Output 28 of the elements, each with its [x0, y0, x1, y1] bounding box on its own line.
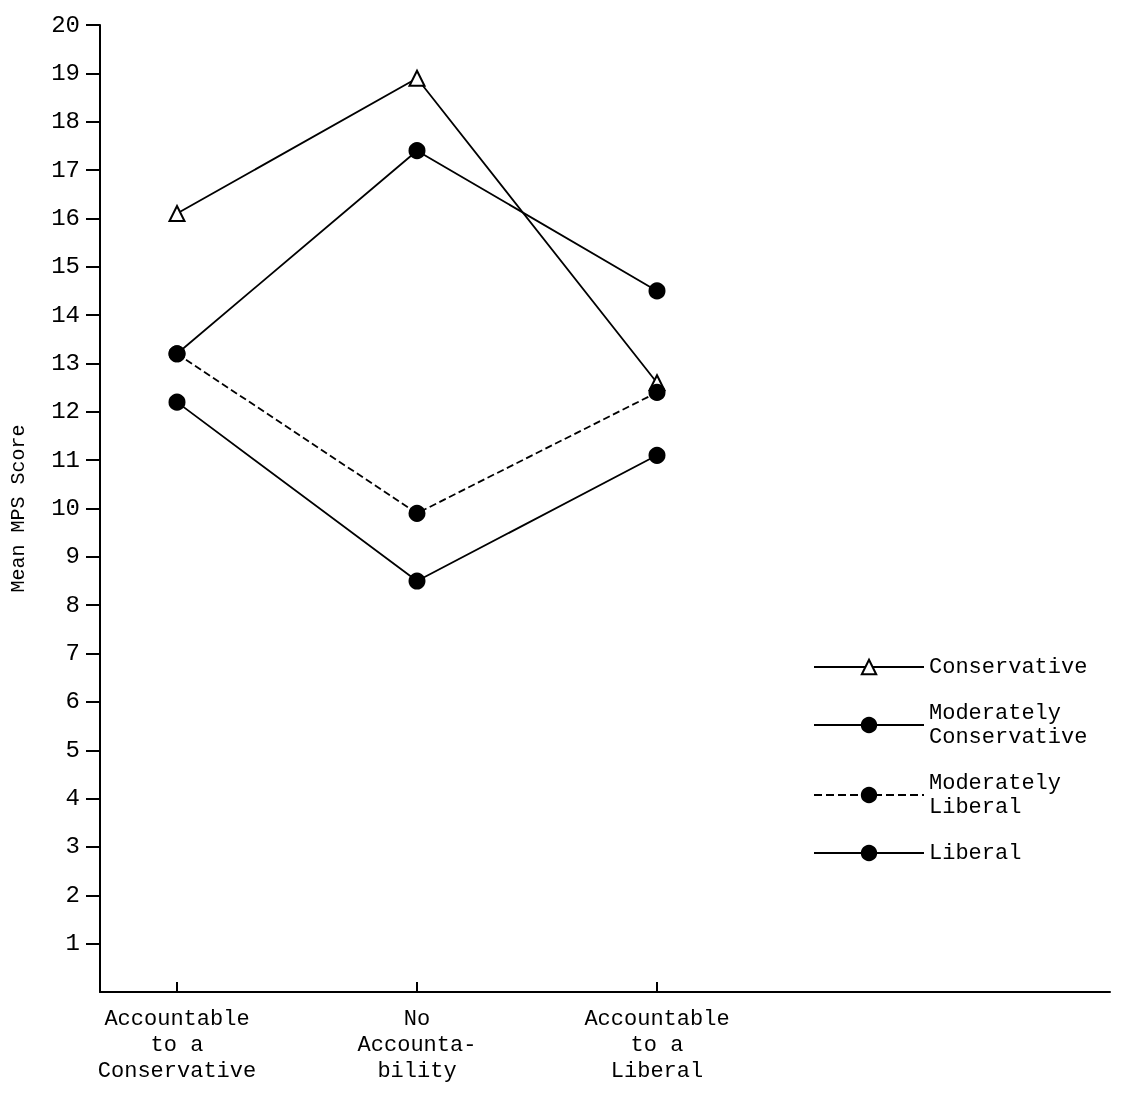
y-tick-label: 1	[65, 930, 80, 958]
y-tick-label: 15	[51, 253, 80, 281]
y-tick-label: 3	[65, 833, 80, 861]
y-tick-label: 11	[51, 446, 80, 474]
legend-label: Moderately Liberal	[929, 770, 1075, 820]
y-tick-label: 16	[51, 204, 80, 232]
y-axis-title: Mean MPS Score	[6, 424, 30, 593]
y-tick-label: 19	[51, 59, 80, 87]
legend-label: Moderately Conservative	[929, 700, 1088, 750]
y-tick-label: 13	[51, 349, 80, 377]
y-tick-label: 2	[65, 881, 80, 909]
y-tick-label: 5	[65, 736, 80, 764]
legend-label: Liberal	[929, 840, 1022, 866]
x-tick-label: No Accounta- bility	[357, 1006, 477, 1084]
y-tick-label: 6	[65, 688, 80, 716]
y-tick-label: 4	[65, 785, 80, 813]
x-tick-label: Accountable to a Liberal	[584, 1006, 730, 1084]
y-tick-label: 20	[51, 11, 80, 39]
x-tick-label: Accountable to a Conservative	[97, 1006, 257, 1084]
legend-label: Conservative	[929, 654, 1088, 680]
y-tick-label: 9	[65, 543, 80, 571]
y-tick-label: 7	[65, 640, 80, 668]
y-tick-label: 8	[65, 591, 80, 619]
y-tick-label: 17	[51, 156, 80, 184]
y-tick-label: 12	[51, 398, 80, 426]
y-tick-label: 14	[51, 301, 80, 329]
y-tick-label: 18	[51, 108, 80, 136]
y-tick-label: 10	[51, 495, 80, 522]
